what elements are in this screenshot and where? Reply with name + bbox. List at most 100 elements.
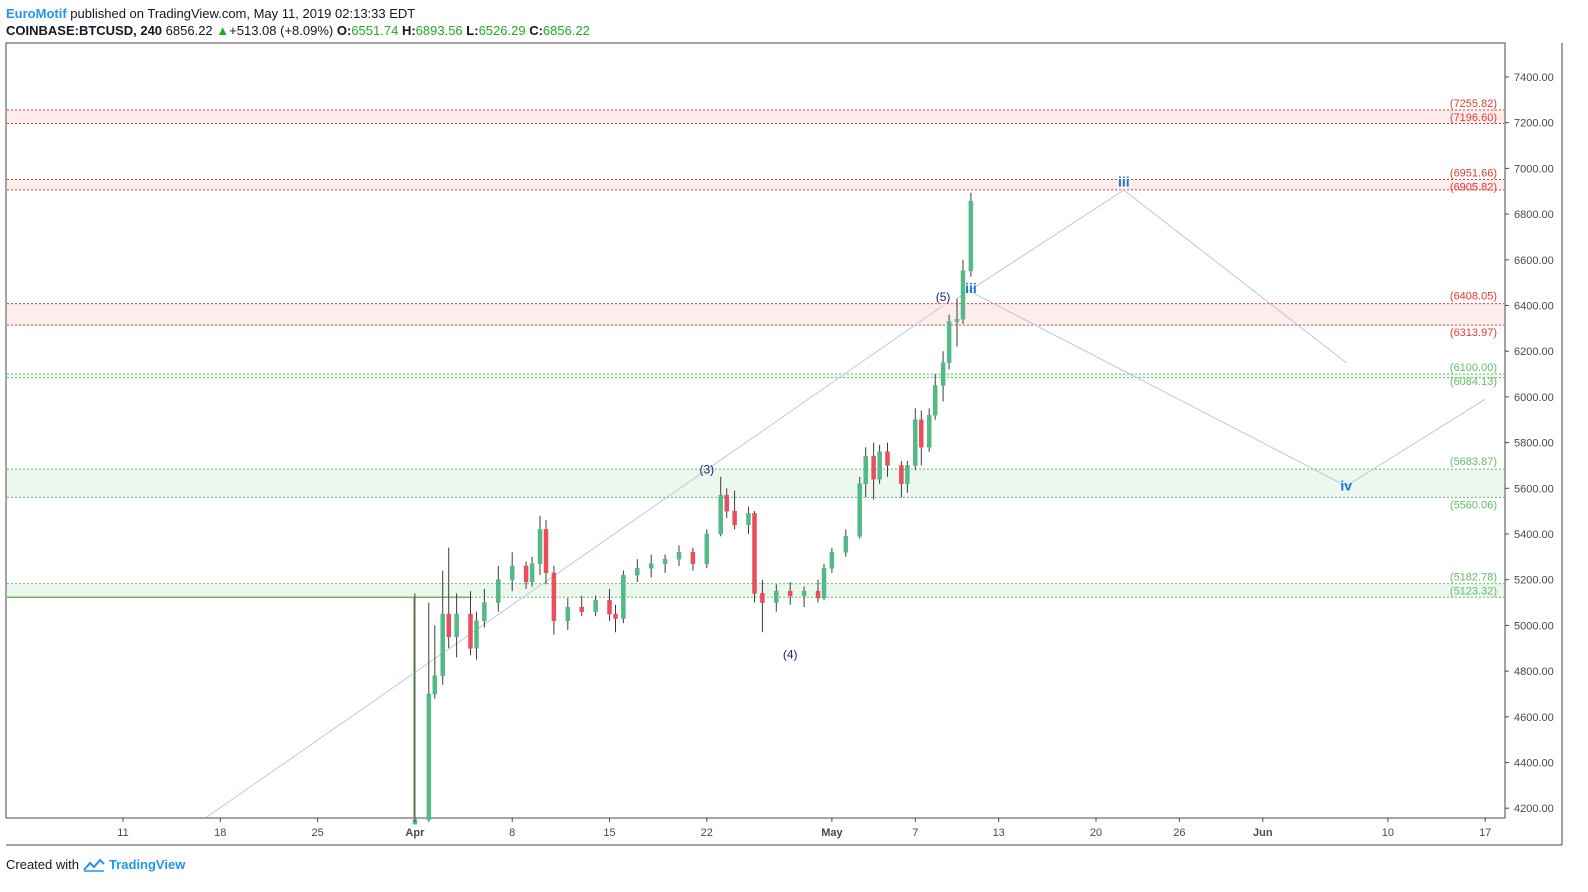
x-tick-label-14: 17 — [1479, 827, 1491, 839]
y-tick-label-12: 5000.00 — [1514, 620, 1554, 632]
resistance-zone-0 — [7, 109, 1504, 124]
candle-body-8 — [482, 602, 487, 622]
high-label: H: — [401, 23, 416, 38]
candle-body-2 — [432, 675, 438, 695]
y-tick-label-10: 5400.00 — [1514, 529, 1554, 541]
support-zone-label-top-2: (5182.78) — [1450, 572, 1497, 584]
y-tick-label-9: 5600.00 — [1514, 483, 1554, 495]
candle-body-29 — [724, 494, 729, 512]
low-value: 6526.29 — [478, 23, 526, 38]
support-zone-label-bottom-0: (6084.13) — [1450, 376, 1497, 388]
support-zone-label-top-1: (5683.87) — [1450, 456, 1497, 468]
symbol-quote-bar: COINBASE:BTCUSD, 240 6856.22 ▲+513.08 (+… — [6, 22, 590, 39]
candle-body-4 — [446, 613, 451, 638]
candle-body-26 — [690, 552, 696, 564]
wave-projection-path-2 — [970, 291, 1486, 487]
x-tick-label-1: 18 — [214, 827, 226, 839]
created-with-footer: Created with TradingView — [6, 856, 185, 873]
candle-body-22 — [635, 568, 640, 576]
candle-body-20 — [613, 613, 618, 619]
symbol-label[interactable]: COINBASE:BTCUSD, 240 — [6, 23, 163, 38]
x-tick-label-3: Apr — [405, 827, 425, 839]
candle-body-38 — [821, 568, 827, 599]
x-tick-label-6: 22 — [701, 827, 713, 839]
x-tick-label-13: 10 — [1382, 827, 1394, 839]
x-tick-label-0: 11 — [117, 827, 128, 839]
candle-body-23 — [648, 563, 654, 569]
candle-body-19 — [607, 600, 612, 615]
candle-body-56 — [968, 201, 974, 272]
resistance-zone-label-top-2: (6408.05) — [1450, 291, 1497, 303]
candle-body-40 — [843, 536, 849, 553]
x-tick-label-9: 13 — [993, 827, 1005, 839]
support-zone-0 — [7, 374, 1504, 378]
candle-body-25 — [676, 552, 682, 560]
resistance-zone-1 — [7, 179, 1504, 190]
last-price: 6856.22 — [165, 23, 213, 38]
candle-body-27 — [704, 533, 710, 564]
up-triangle-icon: ▲ — [216, 23, 230, 38]
candle-body-12 — [529, 563, 535, 583]
candle-body-44 — [877, 451, 882, 480]
candle-body-41 — [857, 483, 862, 537]
candle-body-49 — [919, 419, 924, 448]
candle-body-16 — [565, 606, 571, 622]
tradingview-logo-text[interactable]: TradingView — [108, 857, 186, 872]
resistance-zone-2 — [7, 303, 1504, 326]
candle-body-50 — [926, 414, 932, 448]
candle-body-1 — [426, 693, 432, 820]
y-tick-label-5: 6400.00 — [1514, 301, 1554, 313]
x-tick-label-10: 20 — [1090, 827, 1102, 839]
y-tick-label-3: 6800.00 — [1514, 209, 1554, 221]
support-zone-label-bottom-2: (5123.32) — [1450, 586, 1497, 598]
candle-body-28 — [718, 494, 723, 535]
candle-body-34 — [774, 590, 779, 603]
y-tick-label-1: 7200.00 — [1514, 118, 1554, 130]
y-tick-label-15: 4400.00 — [1514, 758, 1554, 770]
candle-body-46 — [899, 465, 904, 484]
candle-body-54 — [954, 318, 960, 322]
x-tick-label-7: May — [821, 827, 843, 839]
open-label: O: — [336, 23, 352, 38]
candle-body-31 — [746, 513, 751, 526]
x-tick-label-4: 8 — [509, 827, 515, 839]
support-zone-1 — [7, 469, 1504, 498]
wave-label-minor-1: (4) — [783, 648, 798, 662]
candle-body-6 — [468, 613, 473, 649]
wave-label-major-0: iii — [965, 280, 977, 296]
candle-body-53 — [946, 321, 952, 363]
candle-body-52 — [940, 362, 946, 386]
y-tick-label-0: 7400.00 — [1514, 72, 1554, 84]
created-with-text: Created with — [6, 857, 79, 872]
wave-projection-path — [956, 189, 1347, 364]
y-tick-label-11: 5200.00 — [1514, 575, 1554, 587]
candle-body-17 — [579, 606, 584, 612]
y-tick-label-14: 4600.00 — [1514, 712, 1554, 724]
candle-body-39 — [829, 552, 835, 569]
low-label: L: — [466, 23, 479, 38]
author-link[interactable]: EuroMotif — [6, 6, 67, 21]
candle-body-36 — [801, 590, 807, 596]
candle-body-47 — [905, 465, 910, 484]
candle-body-51 — [932, 385, 938, 416]
x-tick-label-12: Jun — [1253, 827, 1273, 839]
y-tick-label-2: 7000.00 — [1514, 163, 1554, 175]
tradingview-logo-icon — [83, 858, 105, 872]
wave-label-major-1: iii — [1118, 174, 1130, 190]
candle-body-37 — [815, 590, 821, 599]
y-tick-label-7: 6000.00 — [1514, 392, 1554, 404]
candle-body-14 — [543, 529, 549, 574]
plot-area-frame — [5, 42, 1506, 819]
published-text: published on TradingView.com, May 11, 20… — [70, 6, 416, 21]
candle-body-35 — [787, 590, 793, 596]
candle-body-33 — [760, 593, 765, 603]
candle-body-18 — [593, 600, 598, 612]
candle-body-24 — [662, 558, 668, 564]
wave-label-minor-2: (5) — [936, 290, 951, 304]
candle-body-10 — [509, 565, 515, 580]
candle-body-21 — [621, 574, 626, 619]
candle-body-55 — [960, 270, 966, 320]
price-change: +513.08 (+8.09%) — [229, 23, 334, 38]
high-value: 6893.56 — [415, 23, 463, 38]
